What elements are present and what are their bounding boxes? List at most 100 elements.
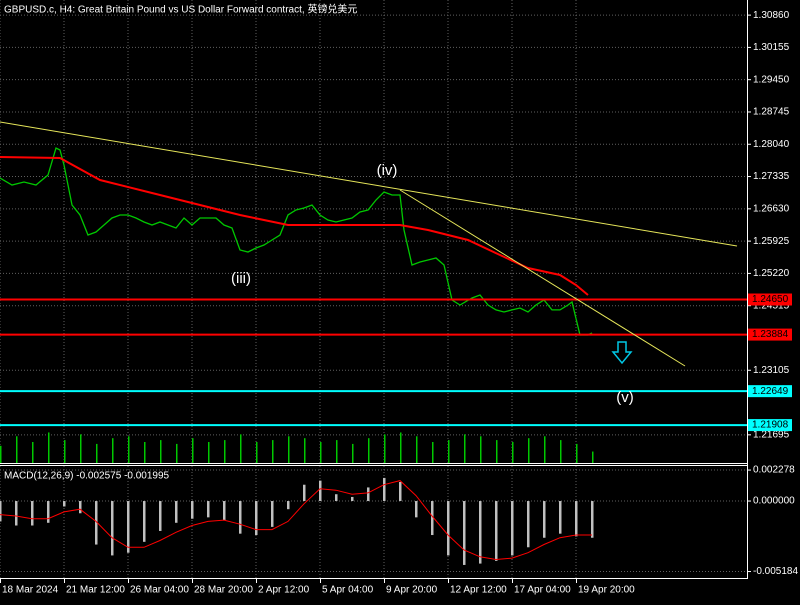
volume-bar: [192, 438, 194, 463]
macd-bar: [463, 501, 466, 565]
volume-bar: [448, 440, 450, 463]
x-tick-label: 17 Apr 04:00: [514, 585, 571, 596]
y-tick-label: 1.27335: [753, 171, 790, 182]
volume-bar: [240, 434, 242, 463]
macd-bar: [255, 501, 258, 536]
level-tag-label: 1.24650: [752, 294, 789, 305]
macd-bar: [559, 501, 562, 534]
volume-bar: [288, 436, 290, 463]
x-tick-label: 9 Apr 20:00: [386, 585, 438, 596]
trend-line: [0, 121, 738, 247]
volume-bar: [416, 436, 418, 463]
y-tick-label: 1.28040: [753, 139, 790, 150]
y-tick-label: 0.002278: [753, 465, 795, 476]
volume-bar: [48, 432, 50, 463]
volume-bar: [368, 438, 370, 463]
y-tick-label: 1.28745: [753, 107, 790, 118]
macd-bar: [191, 501, 194, 519]
macd-bar: [175, 501, 178, 523]
x-tick-label: 12 Apr 12:00: [450, 585, 507, 596]
macd-bar: [319, 480, 322, 502]
volume-bar: [256, 442, 258, 463]
level-tag: [748, 328, 792, 341]
volume-bar: [16, 436, 18, 463]
volume-bar: [384, 434, 386, 463]
y-tick-label: 1.25925: [753, 236, 790, 247]
down-arrow: [611, 341, 633, 365]
volume-bar: [336, 440, 338, 463]
macd-bar: [0, 501, 2, 522]
macd-bar: [383, 477, 386, 502]
trend-line: [399, 189, 686, 367]
wave-label: (iii): [231, 270, 251, 287]
volume-bar: [208, 442, 210, 463]
y-tick-label: 1.21695: [753, 429, 790, 440]
wave-label: (v): [616, 389, 634, 406]
macd-bar: [31, 501, 34, 526]
macd-bar: [159, 501, 162, 531]
macd-label: MACD(12,26,9) -0.002575 -0.001995: [4, 471, 170, 482]
x-tick-label: 18 Mar 2024: [2, 585, 59, 596]
y-tick-label: 1.26630: [753, 203, 790, 214]
y-tick-label: 1.30860: [753, 10, 790, 21]
marks: [0, 147, 747, 565]
macd-bar: [367, 487, 370, 502]
volume-bar: [144, 442, 146, 463]
macd-bar: [351, 496, 354, 502]
volume-bar: [320, 442, 322, 463]
volume-bar: [432, 442, 434, 463]
macd-bar: [271, 501, 274, 527]
volume-bar: [160, 440, 162, 463]
volume-bar: [512, 442, 514, 463]
wave-label: (iv): [377, 162, 398, 179]
macd-bar: [415, 501, 418, 518]
macd-bar: [111, 501, 114, 556]
macd-bar: [399, 481, 402, 502]
volume-bar: [64, 440, 66, 463]
volume-bar: [0, 445, 2, 463]
volume-bar: [80, 434, 82, 463]
macd-bar: [207, 501, 210, 518]
macd-bar: [303, 484, 306, 502]
volume-bar: [224, 440, 226, 463]
macd-bar: [47, 501, 50, 523]
macd-bar: [95, 501, 98, 545]
chart-title: GBPUSD.c, H4: Great Britain Pound vs US …: [4, 3, 357, 16]
x-tick-label: 28 Mar 20:00: [194, 585, 253, 596]
volume-bar: [176, 443, 178, 463]
volume-bar: [400, 432, 402, 463]
volume-bar: [464, 434, 466, 463]
moving-average: [0, 156, 589, 296]
y-tick-label: 1.25220: [753, 268, 790, 279]
level-tag: [748, 385, 792, 398]
macd-bar: [431, 501, 434, 536]
volume-bar: [32, 442, 34, 463]
volume-bar: [480, 436, 482, 463]
price-line: [0, 147, 593, 336]
macd-bar: [495, 501, 498, 561]
macd-bar: [127, 501, 130, 553]
macd-bar: [63, 501, 66, 507]
x-tick-label: 19 Apr 20:00: [578, 585, 635, 596]
volume-bar: [544, 436, 546, 463]
macd-bar: [543, 501, 546, 538]
volume-bar: [352, 443, 354, 463]
macd-bar: [15, 501, 18, 526]
volume-bar: [272, 440, 274, 463]
macd-bar: [287, 501, 290, 510]
x-tick-label: 5 Apr 04:00: [322, 585, 374, 596]
level-tag: [748, 419, 792, 432]
level-tag-label: 1.23884: [752, 329, 789, 340]
y-tick-label: 1.29450: [753, 74, 790, 85]
macd-bar: [239, 501, 242, 534]
volume-bar: [528, 438, 530, 463]
volume-bar: [592, 451, 594, 463]
volume-bar: [496, 440, 498, 463]
macd-bar: [511, 501, 514, 556]
x-tick-label: 26 Mar 04:00: [130, 585, 189, 596]
volume-bar: [560, 440, 562, 463]
macd-bar: [447, 501, 450, 556]
macd-bar: [479, 501, 482, 564]
macd-bar: [79, 501, 82, 514]
